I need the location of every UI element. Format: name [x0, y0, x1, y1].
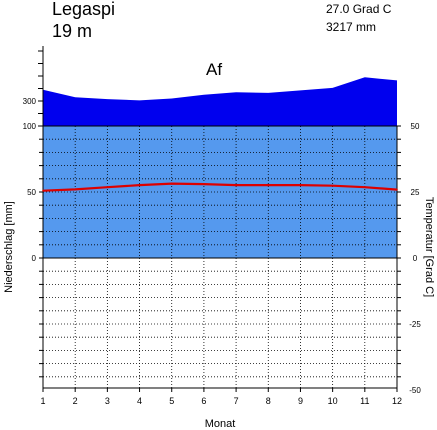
annual-precipitation: 3217 mm	[326, 20, 377, 34]
x-tick-label: 5	[169, 396, 174, 406]
y-left-tick-label: 100	[23, 122, 37, 131]
y-left-axis-title: Niederschlag [mm]	[3, 201, 15, 293]
temperature-point	[235, 184, 237, 186]
climate-class: Af	[206, 60, 223, 79]
temperature-point	[106, 186, 109, 189]
temperature-point	[170, 182, 173, 185]
mean-temperature: 27.0 Grad C	[326, 2, 392, 16]
excess-precipitation-area	[43, 77, 397, 126]
y-right-axis-title: Temperatur [Grad C]	[423, 197, 435, 297]
x-axis-title: Monat	[205, 418, 236, 430]
temperature-line	[42, 182, 398, 192]
temperature-point	[74, 188, 76, 191]
x-tick-label: 6	[201, 396, 206, 406]
y-left-tick-label: 50	[27, 188, 36, 197]
x-tick-label: 11	[360, 396, 369, 406]
temperature-point	[331, 184, 334, 187]
temperature-point	[138, 184, 141, 186]
x-tick-label: 8	[266, 396, 271, 406]
temperature-point	[267, 184, 270, 186]
station-name: Legaspi	[52, 0, 116, 19]
temperature-point	[396, 188, 398, 191]
temperature-point	[364, 186, 366, 189]
y-right-tick-label: 25	[411, 188, 420, 197]
y-right-tick-label: 50	[411, 122, 420, 131]
y-right-tick-label: -50	[409, 386, 421, 395]
x-tick-label: 1	[40, 396, 45, 406]
x-tick-label: 2	[73, 396, 78, 406]
x-tick-label: 9	[298, 396, 303, 406]
station-elevation: 19 m	[52, 21, 93, 41]
temperature-point	[203, 183, 205, 185]
temperature-point	[42, 189, 44, 192]
x-tick-label: 3	[105, 396, 110, 406]
x-tick-label: 4	[137, 396, 142, 406]
y-left-tick-label: 300	[23, 97, 37, 106]
x-tick-label: 12	[392, 396, 402, 406]
y-right-tick-label: -25	[409, 320, 421, 329]
x-tick-label: 7	[234, 396, 239, 406]
temperature-point	[299, 184, 302, 186]
x-tick-label: 10	[328, 396, 338, 406]
y-right-tick-label: 0	[413, 254, 418, 263]
y-left-tick-label: 0	[32, 254, 37, 263]
